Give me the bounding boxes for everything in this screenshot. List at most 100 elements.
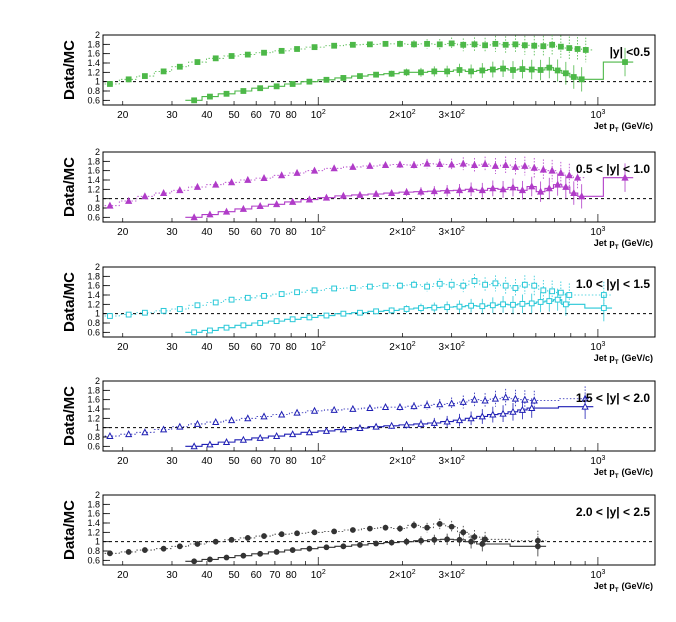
data-point <box>278 291 285 297</box>
data-point <box>546 64 553 71</box>
series-step-line <box>185 538 547 562</box>
data-point <box>578 192 586 200</box>
data-point <box>557 43 564 50</box>
x-tick-label: 20 <box>117 110 129 121</box>
x-tick-label: 3×102 <box>438 109 465 121</box>
data-point <box>382 282 389 289</box>
x-tick-label: 60 <box>251 227 263 238</box>
x-tick-label: 80 <box>286 456 298 467</box>
data-point <box>141 192 149 200</box>
data-point <box>566 292 573 298</box>
data-point <box>578 76 585 83</box>
data-point <box>228 536 235 543</box>
data-point <box>548 166 556 174</box>
data-point <box>106 201 114 209</box>
x-tick-label: 50 <box>228 456 240 467</box>
data-point <box>206 210 214 218</box>
rapidity-label: 1.5 < |y| < 2.0 <box>576 391 650 405</box>
data-point <box>340 543 347 550</box>
x-tick-label: 80 <box>286 110 298 121</box>
data-point <box>436 160 444 168</box>
data-point <box>531 282 538 289</box>
data-point <box>502 41 509 48</box>
data-point <box>223 554 230 561</box>
data-point <box>562 301 569 308</box>
data-point <box>459 159 467 167</box>
data-point <box>565 171 573 179</box>
data-layer <box>103 518 547 565</box>
x-tick-label: 70 <box>269 570 281 581</box>
data-point <box>244 175 252 183</box>
data-point <box>537 67 544 73</box>
data-point <box>191 329 198 336</box>
x-tick-label: 50 <box>228 342 240 353</box>
data-point <box>436 280 443 287</box>
data-point <box>402 420 411 428</box>
data-point <box>456 536 463 543</box>
data-point <box>424 283 430 290</box>
data-point <box>471 41 478 48</box>
data-point <box>418 537 424 544</box>
series-dotted <box>103 156 586 209</box>
data-point <box>622 59 628 65</box>
data-point <box>489 302 496 309</box>
data-point <box>305 428 314 436</box>
x-tick-label: 102 <box>311 226 326 238</box>
data-point <box>244 294 251 301</box>
data-point <box>448 40 455 47</box>
data-point <box>212 417 220 425</box>
data-point <box>194 59 201 65</box>
y-tick-label: 0.6 <box>87 212 100 222</box>
data-point <box>125 196 133 204</box>
plot-frame <box>102 266 656 338</box>
data-point <box>430 187 438 195</box>
data-point <box>273 200 281 208</box>
data-point <box>311 287 318 294</box>
data-point <box>257 550 264 557</box>
y-tick-label: 1.8 <box>87 271 100 281</box>
y-tick-label: 2 <box>95 490 100 500</box>
data-point <box>562 70 569 77</box>
series-dotted <box>103 386 594 439</box>
data-point <box>141 547 148 553</box>
data-point <box>294 289 300 296</box>
data-point <box>470 395 479 403</box>
data-point <box>260 174 268 182</box>
panel-3: 0.60.811.21.41.61.82 20 30 40 50 60 70 80 102 2×1… <box>61 262 656 366</box>
data-point <box>289 430 297 438</box>
data-point <box>356 424 364 432</box>
data-point <box>176 186 184 194</box>
data-point <box>191 97 198 104</box>
y-tick-label: 1 <box>95 194 100 204</box>
x-tick-label: 50 <box>228 227 240 238</box>
data-point <box>141 309 148 316</box>
data-point <box>549 288 556 295</box>
y-tick-label: 0.8 <box>87 203 100 213</box>
data-point <box>273 83 280 90</box>
data-point <box>530 396 538 404</box>
data-point <box>528 66 535 73</box>
data-point <box>293 168 301 176</box>
y-tick-label: 0.6 <box>87 327 100 337</box>
data-point <box>160 307 167 314</box>
data-point <box>289 547 296 553</box>
data-point <box>499 185 507 193</box>
data-point <box>159 425 168 433</box>
data-point <box>418 69 424 76</box>
data-point <box>240 88 247 94</box>
y-tick-label: 0.8 <box>87 546 100 556</box>
x-axis-title: Jet pT (GeV/c) <box>594 353 653 366</box>
data-point <box>545 184 553 192</box>
data-point <box>424 524 430 531</box>
data-point <box>306 314 313 321</box>
data-point <box>349 41 356 48</box>
y-axis-title: Data/MC <box>61 40 78 100</box>
data-point <box>356 190 364 198</box>
y-tick-label: 1.6 <box>87 395 100 405</box>
data-point <box>471 278 478 284</box>
data-point <box>468 302 474 309</box>
data-point <box>373 308 379 315</box>
series-solid <box>185 533 547 565</box>
x-tick-label: 2×102 <box>389 341 416 353</box>
x-tick-label: 50 <box>228 110 240 121</box>
